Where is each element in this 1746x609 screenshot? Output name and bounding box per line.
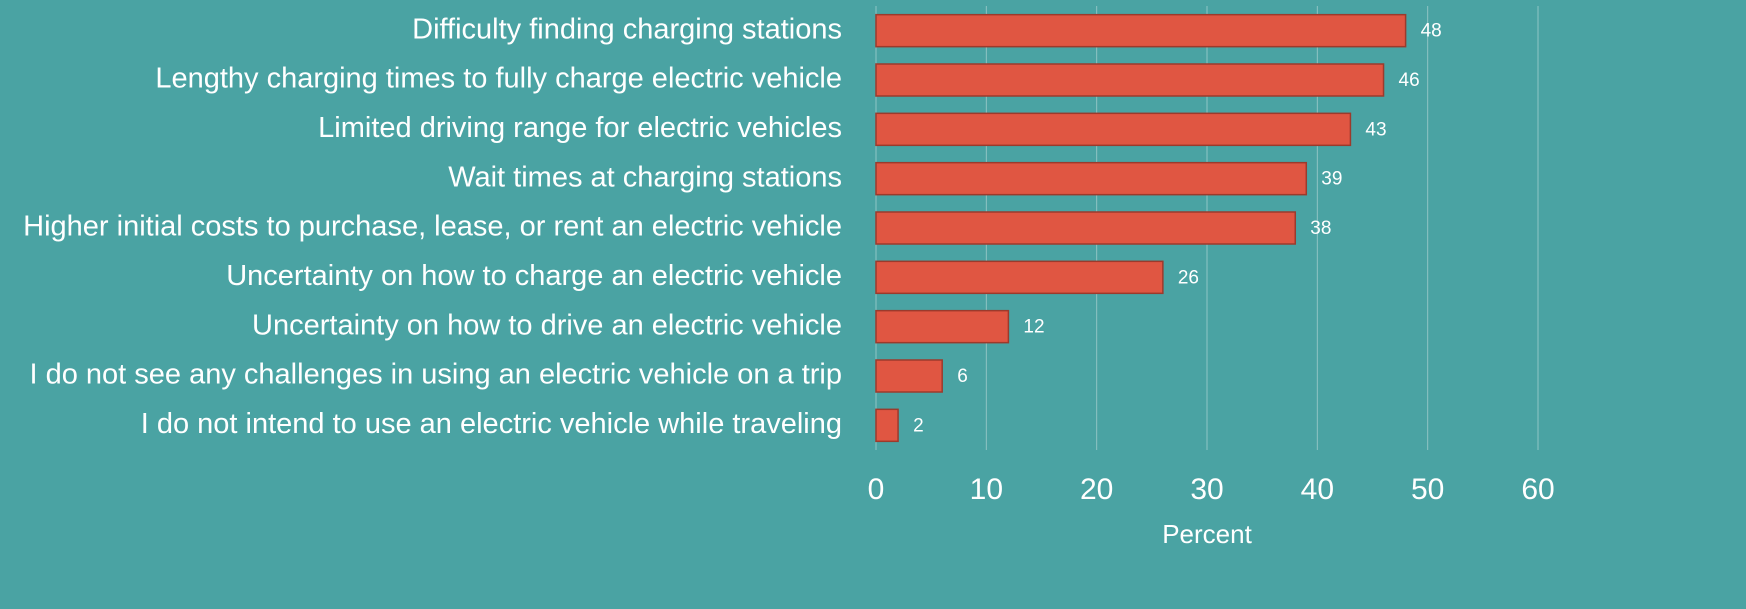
x-tick-label: 10 bbox=[970, 473, 1003, 506]
bar bbox=[875, 63, 1385, 97]
bar bbox=[875, 408, 899, 443]
x-tick-label: 0 bbox=[868, 473, 885, 506]
data-label: 48 bbox=[1421, 21, 1442, 42]
x-axis-title: Percent bbox=[1162, 519, 1252, 549]
category-label: Higher initial costs to purchase, lease,… bbox=[23, 211, 842, 243]
x-tick-label: 30 bbox=[1190, 473, 1223, 506]
data-label: 6 bbox=[957, 366, 968, 387]
category-label: Difficulty finding charging stations bbox=[412, 13, 842, 45]
category-label: I do not see any challenges in using an … bbox=[30, 359, 843, 391]
data-label: 43 bbox=[1365, 119, 1386, 140]
x-tick-label: 50 bbox=[1411, 473, 1444, 506]
category-label: Limited driving range for electric vehic… bbox=[318, 112, 842, 144]
category-label: Lengthy charging times to fully charge e… bbox=[155, 63, 842, 95]
data-label: 38 bbox=[1310, 218, 1331, 239]
bar bbox=[875, 161, 1308, 196]
data-label: 2 bbox=[913, 415, 924, 436]
data-label: 46 bbox=[1399, 70, 1420, 91]
data-label: 12 bbox=[1023, 317, 1044, 338]
category-label: Wait times at charging stations bbox=[448, 161, 842, 193]
category-label: Uncertainty on how to charge an electric… bbox=[226, 260, 842, 292]
category-label: I do not intend to use an electric vehic… bbox=[141, 408, 842, 440]
x-tick-label: 60 bbox=[1521, 473, 1554, 506]
bar bbox=[875, 211, 1297, 245]
bar bbox=[875, 112, 1352, 147]
data-label: 26 bbox=[1178, 267, 1199, 288]
x-tick-label: 20 bbox=[1080, 473, 1113, 506]
bar bbox=[875, 13, 1407, 48]
x-tick-label: 40 bbox=[1301, 473, 1334, 506]
bar bbox=[875, 309, 1010, 344]
bar bbox=[875, 359, 943, 393]
data-label: 39 bbox=[1321, 169, 1342, 190]
bar bbox=[875, 260, 1164, 295]
category-label: Uncertainty on how to drive an electric … bbox=[252, 309, 842, 341]
